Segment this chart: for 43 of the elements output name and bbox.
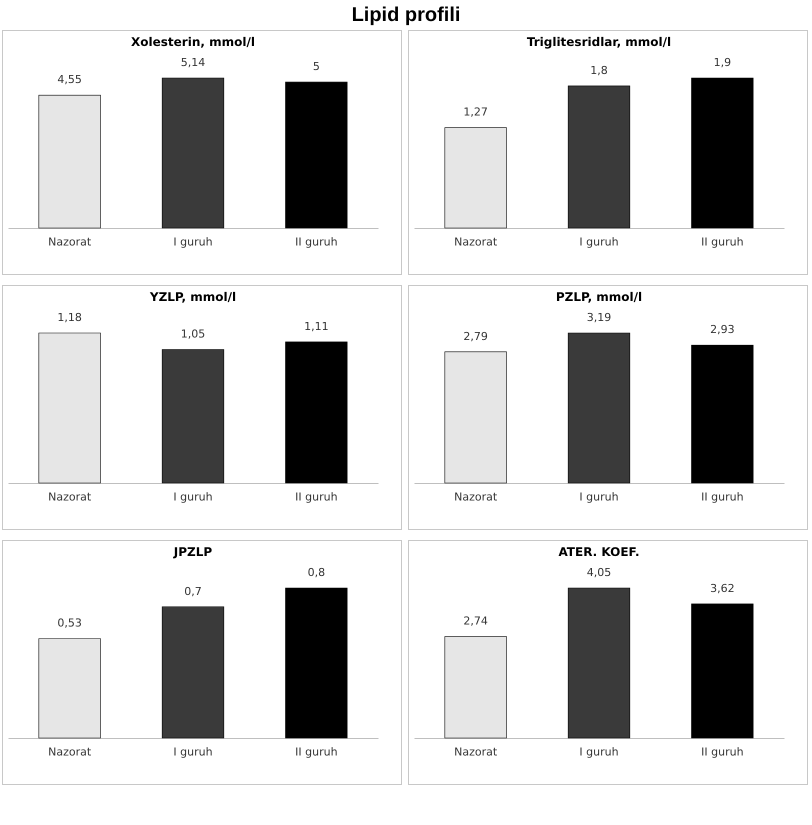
data-label: 3,19 — [586, 311, 612, 324]
x-tick-label: I guruh — [579, 490, 619, 504]
x-tick-label: Nazorat — [454, 746, 498, 758]
data-label: 1,8 — [590, 64, 608, 77]
x-tick-label: Nazorat — [48, 236, 92, 248]
data-label: 4,05 — [586, 566, 612, 579]
data-label: 3,62 — [710, 582, 735, 595]
x-tick-label: I guruh — [579, 746, 619, 758]
x-tick-label: Nazorat — [454, 236, 498, 248]
data-label: 1,18 — [57, 311, 82, 324]
chart-title: ATER. KOEF. — [558, 545, 640, 559]
data-label: 1,9 — [714, 56, 732, 69]
data-label: 5,14 — [180, 56, 206, 69]
chart-title: Xolesterin, mmol/l — [131, 35, 255, 49]
data-label: 2,93 — [710, 323, 735, 336]
data-label: 2,74 — [463, 614, 488, 628]
x-tick-label: II guruh — [701, 236, 744, 248]
data-label: 0,53 — [57, 616, 82, 630]
data-label: 1,27 — [463, 106, 488, 119]
data-label: 0,8 — [308, 566, 326, 579]
text: Lipid profili — [350, 3, 462, 28]
x-tick-label: Nazorat — [454, 490, 498, 504]
x-tick-label: II guruh — [701, 746, 744, 758]
x-tick-label: I guruh — [173, 490, 213, 504]
data-label: 1,11 — [304, 320, 329, 333]
x-tick-label: I guruh — [173, 236, 213, 248]
x-tick-label: I guruh — [173, 746, 213, 758]
chart-title: YZLP, mmol/l — [148, 290, 236, 304]
data-label: 0,7 — [184, 584, 202, 598]
chart-title: PZLP, mmol/l — [556, 290, 642, 304]
data-label: 1,05 — [180, 328, 206, 341]
x-tick-label: II guruh — [295, 236, 338, 248]
x-tick-label: II guruh — [295, 746, 338, 758]
x-tick-label: II guruh — [295, 490, 338, 504]
x-tick-label: II guruh — [701, 490, 744, 504]
chart-title: Triglitesridlar, mmol/l — [526, 35, 672, 49]
data-label: 4,55 — [57, 73, 82, 86]
x-tick-label: I guruh — [579, 236, 619, 248]
data-label: 5 — [312, 60, 320, 74]
x-tick-label: Nazorat — [48, 490, 92, 504]
x-tick-label: Nazorat — [48, 746, 92, 758]
data-label: 2,79 — [463, 330, 488, 343]
chart-title: JPZLP — [172, 545, 212, 559]
